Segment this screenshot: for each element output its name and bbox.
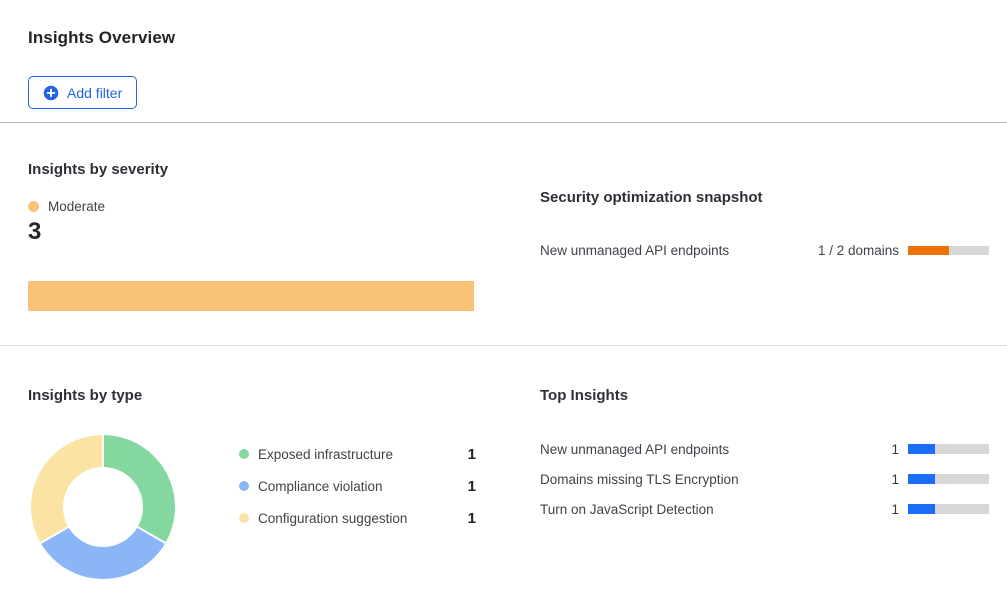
type-legend-count: 1 [468, 478, 476, 495]
type-legend-count: 1 [468, 446, 476, 463]
type-legend-item-compliance-violation[interactable]: Compliance violation 1 [239, 478, 476, 494]
snapshot-bar-fill [908, 246, 949, 255]
snapshot-row-value: 1 / 2 domains [818, 243, 899, 258]
top-insight-label: Turn on JavaScript Detection [540, 502, 714, 517]
top-insight-count: 1 [891, 442, 899, 457]
type-legend-item-configuration-suggestion[interactable]: Configuration suggestion 1 [239, 510, 476, 526]
severity-bar-moderate [28, 281, 474, 311]
add-filter-button[interactable]: Add filter [28, 76, 137, 109]
severity-total-count: 3 [28, 218, 41, 246]
snapshot-progress-bar [908, 246, 989, 255]
section-divider-top [0, 122, 1007, 123]
type-legend-dot [239, 449, 249, 459]
snapshot-section-heading: Security optimization snapshot [540, 189, 763, 206]
top-insight-bar [908, 504, 989, 514]
top-insight-count: 1 [891, 472, 899, 487]
severity-legend-label: Moderate [48, 199, 105, 214]
top-insight-label: Domains missing TLS Encryption [540, 472, 739, 487]
add-filter-label: Add filter [67, 85, 122, 101]
top-insight-bar [908, 444, 989, 454]
top-insights-section-heading: Top Insights [540, 387, 628, 404]
top-insight-row: Domains missing TLS Encryption 1 [540, 471, 989, 487]
type-legend-dot [239, 513, 249, 523]
top-insight-bar [908, 474, 989, 484]
type-legend-item-exposed-infrastructure[interactable]: Exposed infrastructure 1 [239, 446, 476, 462]
type-legend-label: Configuration suggestion [258, 511, 407, 526]
page-title: Insights Overview [28, 28, 175, 48]
type-legend-label: Compliance violation [258, 479, 383, 494]
section-divider-middle [0, 345, 1007, 346]
add-filter-plus-icon [43, 85, 59, 101]
top-insight-count: 1 [891, 502, 899, 517]
top-insight-row: Turn on JavaScript Detection 1 [540, 501, 989, 517]
severity-section-heading: Insights by severity [28, 161, 168, 178]
top-insight-row: New unmanaged API endpoints 1 [540, 441, 989, 457]
severity-legend-dot [28, 201, 39, 212]
snapshot-row-label: New unmanaged API endpoints [540, 243, 729, 258]
type-legend-label: Exposed infrastructure [258, 447, 393, 462]
insights-type-donut [31, 435, 175, 579]
top-insight-label: New unmanaged API endpoints [540, 442, 729, 457]
severity-bar-chart [28, 281, 474, 311]
snapshot-row: New unmanaged API endpoints 1 / 2 domain… [540, 242, 989, 258]
top-insight-bar-fill [908, 504, 935, 514]
type-legend-dot [239, 481, 249, 491]
severity-legend-item-moderate[interactable]: Moderate [28, 199, 105, 214]
top-insight-bar-fill [908, 444, 935, 454]
type-legend-count: 1 [468, 510, 476, 527]
type-section-heading: Insights by type [28, 387, 142, 404]
top-insight-bar-fill [908, 474, 935, 484]
